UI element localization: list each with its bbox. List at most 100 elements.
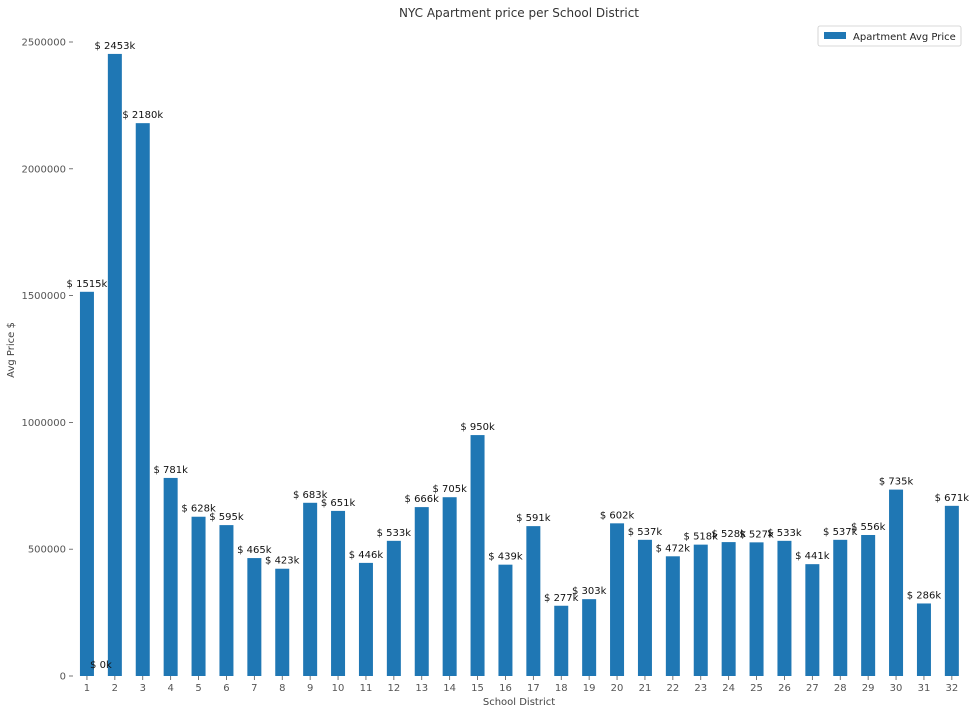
bar-district-5 bbox=[191, 516, 206, 676]
data-label-district-2: $ 2453k bbox=[94, 41, 135, 52]
bar-district-18 bbox=[554, 605, 569, 676]
data-labels: $ 1515k $ 2453k $ 2180k $ 781k $ 628k$ 595k $… bbox=[67, 41, 970, 671]
y-tick-label: 0 bbox=[60, 672, 66, 683]
x-tick-label: 11 bbox=[360, 683, 373, 694]
bar-district-19 bbox=[582, 599, 597, 676]
x-tick-label: 8 bbox=[279, 683, 285, 694]
data-label-district-9: $ 683k bbox=[293, 490, 328, 501]
y-axis-title: Avg Price $ bbox=[6, 322, 17, 378]
x-tick-label: 12 bbox=[387, 683, 400, 694]
bar-district-7 bbox=[247, 558, 262, 676]
data-label-district-16: $ 439k bbox=[488, 552, 523, 563]
data-label-district-12: $ 533k bbox=[377, 528, 412, 539]
bar-district-20 bbox=[610, 523, 625, 676]
bar-district-12 bbox=[386, 540, 401, 676]
data-label-district-31: $ 286k bbox=[907, 590, 942, 601]
data-label-district-15: $ 950k bbox=[460, 422, 495, 433]
bar-district-3 bbox=[135, 123, 150, 677]
bar-district-13 bbox=[414, 507, 429, 676]
x-tick-label: 4 bbox=[167, 683, 173, 694]
x-tick-label: 13 bbox=[415, 683, 428, 694]
data-label-district-8: $ 423k bbox=[265, 556, 300, 567]
y-tick-label: 1500000 bbox=[21, 291, 66, 302]
bar-district-21 bbox=[637, 539, 652, 676]
data-label-district-5: $ 628k bbox=[181, 504, 216, 515]
x-tick-label: 31 bbox=[918, 683, 931, 694]
data-label-district-20: $ 602k bbox=[600, 510, 635, 521]
chart-title: NYC Apartment price per School District bbox=[399, 6, 639, 20]
x-axis-title: School District bbox=[483, 697, 555, 708]
bar-district-1 bbox=[79, 291, 94, 676]
y-tick-label: 1000000 bbox=[21, 418, 66, 429]
bar-district-31 bbox=[916, 603, 931, 676]
bar-district-8 bbox=[275, 568, 290, 676]
x-tick-label: 17 bbox=[527, 683, 540, 694]
x-tick-label: 21 bbox=[639, 683, 652, 694]
data-label-district-13: $ 666k bbox=[405, 494, 440, 505]
x-tick-label: 3 bbox=[140, 683, 146, 694]
bar-series bbox=[79, 53, 959, 677]
y-axis: 0 500000 1000000 1500000 2000000 2500000 bbox=[21, 38, 73, 683]
bar-district-22 bbox=[665, 556, 680, 676]
data-label-district-30: $ 735k bbox=[879, 477, 914, 488]
bar-district-25 bbox=[749, 542, 764, 676]
legend-box bbox=[817, 25, 962, 47]
bar-district-27 bbox=[805, 564, 820, 676]
x-tick-label: 28 bbox=[834, 683, 847, 694]
bar-district-28 bbox=[833, 539, 848, 676]
x-tick-label: 7 bbox=[251, 683, 257, 694]
data-label-district-32: $ 671k bbox=[935, 493, 970, 504]
bar-district-23 bbox=[693, 544, 708, 676]
data-label-zero: $ 0k bbox=[90, 660, 112, 671]
x-tick-label: 30 bbox=[890, 683, 903, 694]
bar-district-2 bbox=[107, 53, 122, 677]
x-tick-label: 16 bbox=[499, 683, 512, 694]
x-tick-label: 1 bbox=[84, 683, 90, 694]
bar-district-16 bbox=[498, 564, 513, 676]
bar-district-26 bbox=[777, 540, 792, 676]
x-tick-label: 24 bbox=[722, 683, 735, 694]
x-tick-label: 29 bbox=[862, 683, 875, 694]
bar-district-9 bbox=[303, 502, 318, 676]
data-label-district-18: $ 277k bbox=[544, 593, 579, 604]
data-label-district-4: $ 781k bbox=[153, 465, 188, 476]
x-tick-label: 26 bbox=[778, 683, 791, 694]
data-label-district-24: $ 528k bbox=[711, 529, 746, 540]
x-tick-label: 18 bbox=[555, 683, 568, 694]
data-label-district-3: $ 2180k bbox=[122, 110, 163, 121]
data-label-district-29: $ 556k bbox=[851, 522, 886, 533]
data-label-district-25: $ 527k bbox=[739, 529, 774, 540]
data-label-district-11: $ 446k bbox=[349, 550, 384, 561]
legend: Apartment Avg Price bbox=[817, 25, 962, 47]
legend-label: Apartment Avg Price bbox=[853, 32, 956, 43]
bar-district-30 bbox=[889, 489, 904, 676]
x-tick-label: 22 bbox=[666, 683, 679, 694]
x-tick-label: 5 bbox=[195, 683, 201, 694]
bar-district-4 bbox=[163, 477, 178, 676]
data-label-district-27: $ 441k bbox=[795, 551, 830, 562]
x-tick-label: 19 bbox=[583, 683, 596, 694]
y-tick-label: 2000000 bbox=[21, 164, 66, 175]
x-tick-label: 6 bbox=[223, 683, 229, 694]
data-label-district-26: $ 533k bbox=[767, 528, 802, 539]
x-tick-label: 15 bbox=[471, 683, 484, 694]
x-tick-label: 27 bbox=[806, 683, 819, 694]
x-tick-label: 23 bbox=[694, 683, 707, 694]
data-label-district-23: $ 518k bbox=[684, 532, 719, 543]
bar-district-24 bbox=[721, 542, 736, 676]
x-tick-label: 20 bbox=[611, 683, 624, 694]
x-tick-label: 25 bbox=[750, 683, 763, 694]
bar-district-14 bbox=[442, 497, 457, 676]
data-label-district-21: $ 537k bbox=[628, 527, 663, 538]
bar-district-29 bbox=[861, 534, 876, 676]
x-axis: 1 2 3 4 5 6 7 8 9 10 11 12 13 14 15 16 17 18 19 20 21 22 23 24 2… bbox=[84, 676, 958, 694]
data-label-district-19: $ 303k bbox=[572, 586, 607, 597]
data-label-district-22: $ 472k bbox=[656, 543, 691, 554]
data-label-district-7: $ 465k bbox=[237, 545, 272, 556]
x-tick-label: 2 bbox=[112, 683, 118, 694]
bar-district-10 bbox=[331, 510, 346, 676]
x-tick-label: 32 bbox=[945, 683, 958, 694]
bar-district-17 bbox=[526, 526, 541, 676]
